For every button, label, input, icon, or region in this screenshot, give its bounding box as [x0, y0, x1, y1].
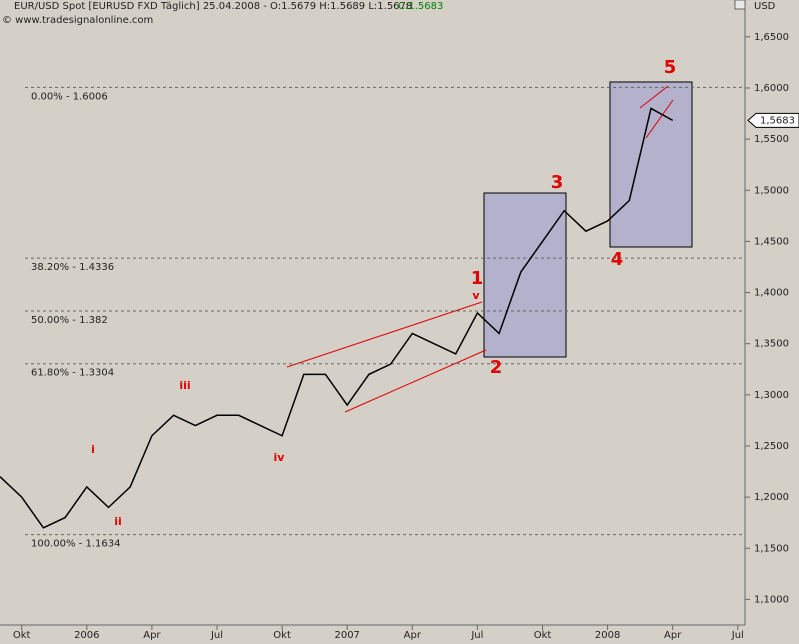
fib-label: 38.20% - 1.4336 — [31, 262, 114, 273]
y-tick-label: 1,4500 — [754, 236, 789, 247]
x-tick-label: Apr — [664, 630, 682, 641]
x-tick-label: Okt — [534, 630, 552, 641]
y-tick-label: 1,2500 — [754, 441, 789, 452]
wave-label: iv — [274, 451, 286, 464]
y-tick-label: 1,4000 — [754, 288, 789, 299]
x-tick-label: 2008 — [595, 630, 620, 641]
wave-box — [609, 81, 693, 248]
x-tick-label: Apr — [404, 630, 422, 641]
close-button[interactable] — [734, 0, 746, 10]
wave-label: 2 — [490, 357, 503, 378]
channel-line — [344, 349, 487, 413]
x-tick-label: Jul — [470, 630, 483, 641]
wave-label: iii — [179, 379, 190, 392]
fib-label: 61.80% - 1.3304 — [31, 368, 114, 379]
y-tick-label: 1,5500 — [754, 134, 789, 145]
wave-label: ii — [114, 515, 122, 528]
x-tick-label: Jul — [731, 630, 744, 641]
wave-label: i — [91, 443, 95, 456]
wave-box — [483, 192, 567, 358]
wave-label: 3 — [551, 172, 564, 193]
y-tick-label: 1,6000 — [754, 83, 789, 94]
x-tick-label: Apr — [143, 630, 161, 641]
last-price-label: 1,5683 — [760, 115, 795, 126]
y-tick-label: 1,3500 — [754, 339, 789, 350]
y-tick-label: 1,6500 — [754, 32, 789, 43]
x-tick-label: Okt — [273, 630, 291, 641]
price-line — [0, 107, 674, 529]
x-tick-label: 2006 — [74, 630, 99, 641]
x-tick-label: Okt — [13, 630, 31, 641]
wave-label: 1 — [471, 268, 484, 289]
fib-label: 100.00% - 1.1634 — [31, 539, 120, 550]
x-tick-label: Jul — [210, 630, 223, 641]
y-tick-label: 1,3000 — [754, 390, 789, 401]
close-label: C:1.5683 — [398, 1, 443, 12]
y-tick-label: 1,2000 — [754, 492, 789, 503]
y-tick-label: 1,1000 — [754, 594, 789, 605]
chart-title: EUR/USD Spot [EURUSD FXD Täglich] 25.04.… — [14, 1, 412, 12]
y-tick-label: 1,1500 — [754, 543, 789, 554]
fib-label: 0.00% - 1.6006 — [31, 91, 108, 102]
channel-line — [645, 99, 674, 139]
wave-label: 4 — [611, 249, 624, 270]
wave-label: v — [472, 289, 480, 302]
x-tick-label: 2007 — [334, 630, 359, 641]
wave-label: 5 — [664, 57, 677, 78]
fib-label: 50.00% - 1.382 — [31, 315, 108, 326]
y-tick-label: 1,5000 — [754, 185, 789, 196]
channel-line — [639, 85, 669, 109]
last-price-marker — [747, 112, 799, 128]
channel-line — [286, 301, 483, 368]
y-axis-label: USD — [754, 1, 776, 12]
subtitle: © www.tradesignalonline.com — [2, 15, 153, 26]
